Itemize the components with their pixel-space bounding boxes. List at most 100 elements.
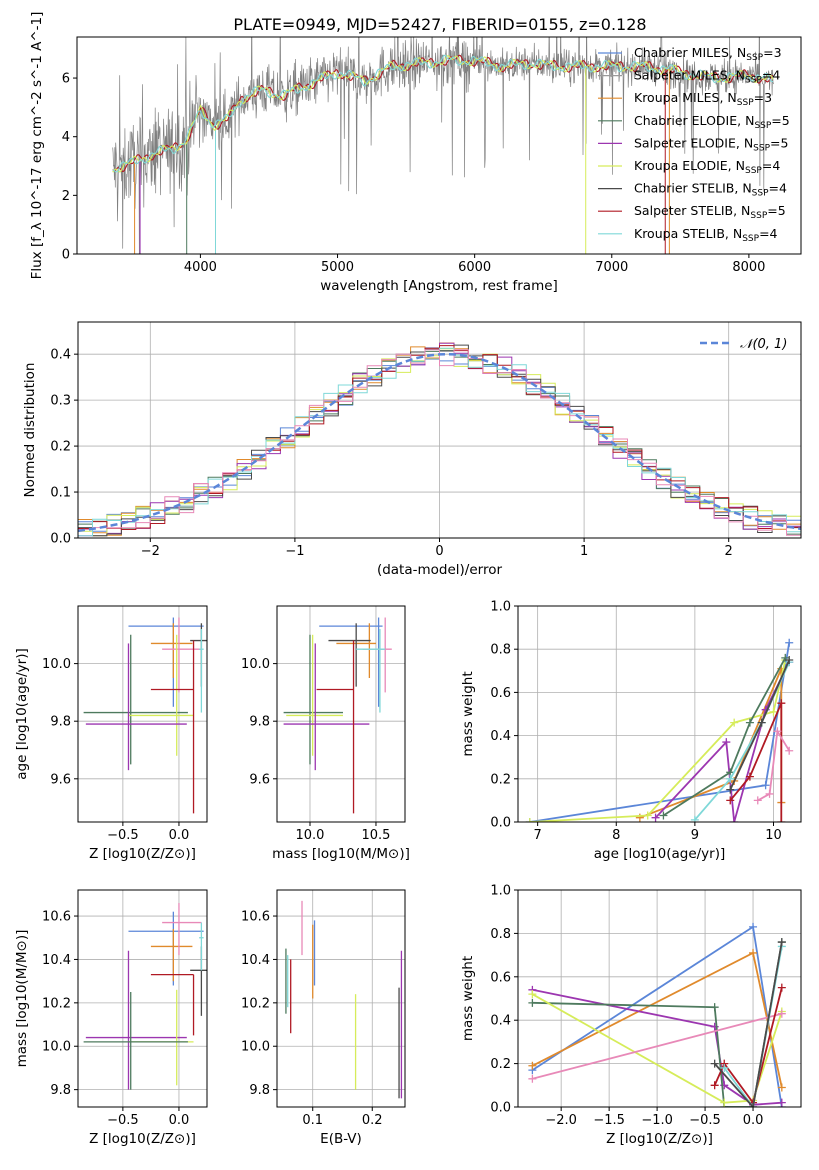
x-tick-label: −1 <box>285 544 304 559</box>
legend-label: Chabrier STELIB, NSSP=4 <box>634 181 787 199</box>
y-tick-label: 10.6 <box>241 910 270 925</box>
weight-line <box>639 668 783 819</box>
legend-sub: SSP <box>754 121 771 131</box>
mass_vs_ebv-content <box>285 900 403 1099</box>
x-tick-label: 10.5 <box>361 828 390 843</box>
y-tick-label: 9.8 <box>249 1083 270 1098</box>
y-tick-label: 1.0 <box>490 884 511 899</box>
spectrum-frame: 4000 5000 6000 7000 8000 0 2 4 6 wavelength [Angs… <box>29 12 802 294</box>
legend-nssp: N <box>736 68 745 83</box>
weight-marker <box>722 738 731 747</box>
y-tick-label: 0.2 <box>50 440 71 455</box>
legend-nssp: N <box>742 181 751 196</box>
legend-label: Chabrier MILES, NSSP=3 <box>634 45 782 63</box>
y-axis-label: Flux [f_λ 10^-17 erg cm^-2 s^-1 A^-1] <box>29 12 45 280</box>
x-tick-label: 0.1 <box>302 1113 323 1128</box>
x-tick-label: 9 <box>691 828 699 843</box>
weight-line <box>662 657 787 817</box>
y-tick-label: 10.0 <box>241 1040 270 1055</box>
y-tick-label: 0.4 <box>50 348 71 363</box>
y-tick-label: 10.0 <box>42 657 71 672</box>
legend-nssp: N <box>733 226 742 241</box>
age_vs_Z-axes <box>78 606 207 822</box>
weight-marker <box>528 1061 537 1070</box>
y-tick-label: 0.0 <box>490 1101 511 1116</box>
x-axis-label: Z [log10(Z/Z⊙)] <box>89 846 196 862</box>
mass_vs_Z-axes <box>78 890 207 1107</box>
legend-sub: SSP <box>737 98 754 108</box>
axes-frame <box>517 605 802 823</box>
x-tick-label: −1.0 <box>641 1113 673 1128</box>
y-tick-label: 4 <box>62 130 70 145</box>
weight-marker <box>726 774 735 783</box>
x-tick-label: 6000 <box>458 260 491 275</box>
weight-marker <box>643 811 652 820</box>
x-axis-label: age [log10(age/yr)] <box>594 846 726 862</box>
weight-line <box>729 659 791 790</box>
weight-marker <box>777 983 786 992</box>
weight-line <box>529 642 791 822</box>
weight-marker <box>785 656 794 664</box>
weight-line <box>529 659 787 822</box>
y-tick-label: 0.4 <box>490 1014 511 1029</box>
y-tick-label: 0.8 <box>490 927 511 942</box>
legend-nssp: N <box>736 158 745 173</box>
legend-label: Salpeter ELODIE, NSSP=5 <box>634 135 788 153</box>
x-tick-label: −2 <box>141 544 160 559</box>
weight-marker <box>769 707 778 716</box>
x-tick-label: −0.5 <box>689 1113 721 1128</box>
legend-nssp: N <box>737 45 746 60</box>
weight-marker <box>773 727 782 736</box>
y-tick-label: 0.8 <box>490 643 511 658</box>
x-tick-label: −1.5 <box>593 1113 625 1128</box>
x-tick-label: 0.0 <box>169 828 190 843</box>
residuals-content <box>78 342 801 537</box>
axes-frame <box>77 605 208 823</box>
age_vs_mass-axes <box>277 606 405 822</box>
weight-marker <box>651 813 660 822</box>
weight-marker <box>730 818 739 822</box>
legend-sub: SSP <box>745 166 762 176</box>
y-tick-label: 9.6 <box>50 772 71 787</box>
weight-line <box>729 702 783 822</box>
y-tick-label: 0.6 <box>490 970 511 985</box>
mass_vs_Z-content <box>83 903 207 1090</box>
x-tick-label: 7000 <box>595 260 628 275</box>
legend-label: Chabrier ELODIE, NSSP=5 <box>634 113 790 131</box>
weight-marker <box>777 1009 786 1018</box>
x-tick-label: −0.5 <box>107 1113 139 1128</box>
y-tick-label: 9.6 <box>249 772 270 787</box>
weight-marker <box>528 990 537 999</box>
y-tick-label: 2 <box>62 189 70 204</box>
y-axis-label: mass [log10(M/M⊙)] <box>14 930 30 1068</box>
mass_vs_ebv-axes <box>277 890 405 1107</box>
x-tick-label: 2 <box>725 544 733 559</box>
legend-count: =4 <box>769 181 787 196</box>
weight-marker <box>710 1059 719 1068</box>
weight-marker <box>726 796 735 805</box>
weight-marker <box>525 818 534 822</box>
weight-marker <box>528 998 537 1007</box>
y-tick-label: 9.8 <box>249 715 270 730</box>
y-axis-label: Normed distribution <box>22 363 38 498</box>
x-tick-label: 5000 <box>321 260 354 275</box>
weight-marker <box>777 1098 786 1107</box>
weight-marker <box>730 718 739 727</box>
legend-label: Salpeter MILES, NSSP=4 <box>634 68 780 86</box>
weight-marker <box>777 818 786 822</box>
y-tick-label: 0 <box>62 248 70 263</box>
legend-nssp: N <box>727 90 736 105</box>
x-axis-label: E(B-V) <box>320 1131 362 1147</box>
x-tick-label: 0.0 <box>743 1113 764 1128</box>
y-tick-label: 0.4 <box>490 729 511 744</box>
x-tick-label: 7 <box>534 828 542 843</box>
weight-line <box>713 987 783 1105</box>
x-tick-label: 0.2 <box>362 1113 383 1128</box>
weight_vs_Z-content <box>528 922 786 1107</box>
y-axis-label: age [log10(age/yr)] <box>14 648 30 780</box>
age_vs_Z-content <box>83 617 207 814</box>
y-tick-label: 0.6 <box>490 686 511 701</box>
weight-marker <box>720 1098 729 1107</box>
legend-count: =4 <box>759 226 777 241</box>
